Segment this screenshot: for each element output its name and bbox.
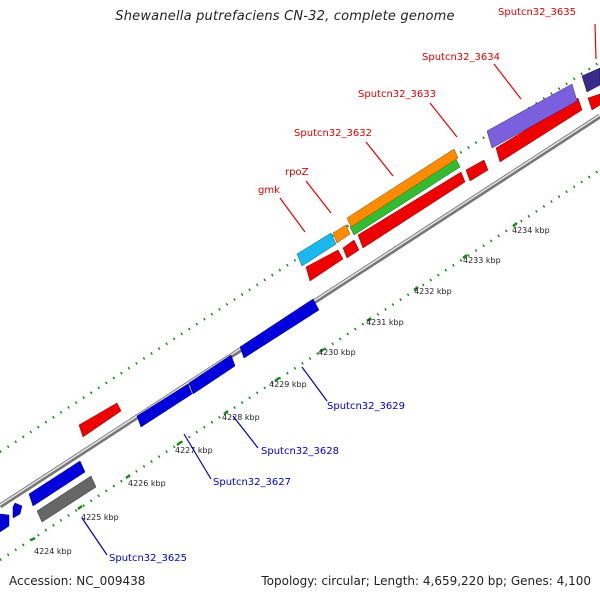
forward-leader-lines bbox=[279, 23, 597, 233]
gene-label-sputcn32-3628[interactable]: Sputcn32_3628 bbox=[261, 446, 339, 457]
gene-arrow-reverse[interactable] bbox=[0, 513, 10, 533]
gene-arrow-forward[interactable] bbox=[465, 159, 489, 182]
gene-arrow-reverse[interactable] bbox=[136, 383, 193, 428]
kbp-labels: 4224 kbp 4225 kbp 4226 kbp 4227 kbp 4228… bbox=[34, 226, 550, 556]
map-title: Shewanella putrefaciens CN-32, complete … bbox=[115, 9, 455, 24]
forward-genes bbox=[78, 67, 600, 438]
kbp-label: 4230 kbp bbox=[318, 348, 356, 357]
kbp-major-ticks bbox=[30, 222, 518, 542]
kbp-label: 4229 kbp bbox=[269, 380, 307, 389]
gene-arrow-forward[interactable] bbox=[78, 402, 122, 438]
gene-label-sputcn32-3633[interactable]: Sputcn32_3633 bbox=[358, 89, 436, 100]
reverse-leader-lines bbox=[81, 366, 328, 556]
kbp-label: 4225 kbp bbox=[81, 513, 119, 522]
kbp-label: 4233 kbp bbox=[463, 256, 501, 265]
gene-arrow-orange[interactable] bbox=[346, 148, 459, 228]
gene-arrow-forward[interactable] bbox=[342, 239, 360, 259]
gene-label-sputcn32-3635[interactable]: Sputcn32_3635 bbox=[498, 7, 576, 18]
gene-arrow-forward[interactable] bbox=[587, 93, 600, 111]
gene-arrow-rpoz[interactable] bbox=[332, 224, 351, 244]
kbp-label: 4232 kbp bbox=[414, 287, 452, 296]
gene-arrow-gmk[interactable] bbox=[296, 232, 337, 267]
kbp-label: 4228 kbp bbox=[222, 413, 260, 422]
gene-arrow-forward[interactable] bbox=[357, 171, 466, 249]
kbp-label: 4226 kbp bbox=[128, 479, 166, 488]
forward-gene-labels: Sputcn32_3635 Sputcn32_3634 Sputcn32_363… bbox=[258, 7, 576, 196]
gene-arrow-purple[interactable] bbox=[486, 83, 578, 149]
accession-text: Accession: NC_009438 bbox=[9, 574, 146, 588]
gene-arrow-reverse[interactable] bbox=[188, 354, 236, 395]
gene-arrow-reverse[interactable] bbox=[239, 298, 320, 359]
gene-label-sputcn32-3625[interactable]: Sputcn32_3625 bbox=[109, 553, 187, 564]
gene-label-rpoz[interactable]: rpoZ bbox=[285, 167, 309, 178]
reverse-gene-labels: Sputcn32_3629 Sputcn32_3628 Sputcn32_362… bbox=[109, 401, 405, 564]
gene-arrow-green[interactable] bbox=[349, 158, 461, 236]
reverse-genes bbox=[0, 298, 320, 533]
gene-label-sputcn32-3632[interactable]: Sputcn32_3632 bbox=[294, 128, 372, 139]
inner-dotted-ring bbox=[0, 168, 600, 562]
gene-arrow-reverse[interactable] bbox=[28, 460, 86, 507]
gene-arrow-reverse[interactable] bbox=[36, 475, 97, 523]
gene-label-sputcn32-3629[interactable]: Sputcn32_3629 bbox=[327, 401, 405, 412]
kbp-label: 4234 kbp bbox=[512, 226, 550, 235]
gene-arrow-reverse[interactable] bbox=[12, 502, 23, 519]
gene-arrow-forward[interactable] bbox=[305, 249, 344, 282]
gene-label-sputcn32-3634[interactable]: Sputcn32_3634 bbox=[422, 52, 500, 63]
kbp-label: 4231 kbp bbox=[366, 318, 404, 327]
gene-arrow-darkpurple[interactable] bbox=[581, 67, 600, 93]
gene-label-sputcn32-3627[interactable]: Sputcn32_3627 bbox=[213, 477, 291, 488]
gene-label-gmk[interactable]: gmk bbox=[258, 185, 280, 196]
kbp-label: 4224 kbp bbox=[34, 547, 72, 556]
genome-summary-text: Topology: circular; Length: 4,659,220 bp… bbox=[261, 574, 591, 588]
